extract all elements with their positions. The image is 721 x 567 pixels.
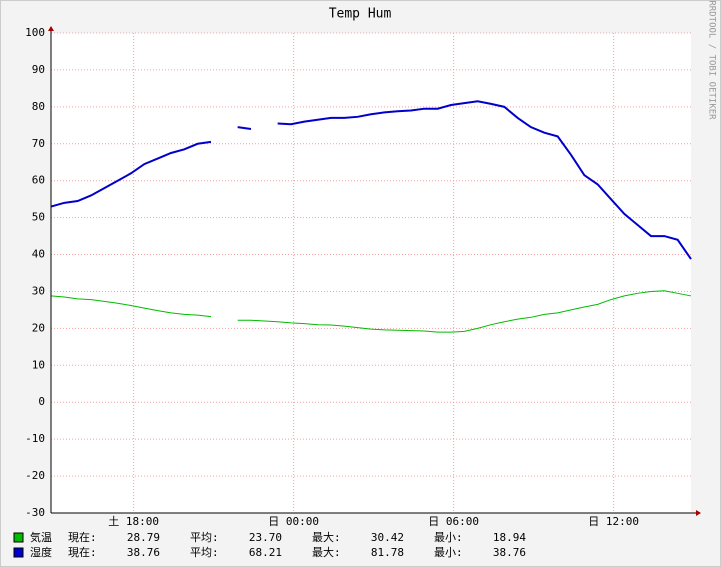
chart-title: Temp Hum xyxy=(329,7,392,22)
stat-value: 23.70 xyxy=(249,531,282,544)
y-tick-label: -20 xyxy=(25,469,45,482)
y-tick-label: 0 xyxy=(38,395,45,408)
stat-value: 38.76 xyxy=(493,546,526,559)
y-tick-label: 100 xyxy=(25,26,45,39)
lines xyxy=(50,100,692,333)
stat-value: 68.21 xyxy=(249,546,282,559)
legend-label: 気温 xyxy=(30,530,52,544)
x-tick-label: 土 18:00 xyxy=(108,515,159,528)
stat-label: 平均: xyxy=(190,531,219,544)
y-tick-label: 20 xyxy=(32,321,45,334)
stat-label: 最小: xyxy=(434,531,463,544)
stat-value: 30.42 xyxy=(371,531,404,544)
stat-label: 平均: xyxy=(190,546,219,559)
y-tick-label: -30 xyxy=(25,506,45,519)
grid xyxy=(51,32,691,514)
y-tick-label: 50 xyxy=(32,211,45,224)
watermark: RRDTOOL / TOBI OETIKER xyxy=(707,0,717,120)
legend-swatch xyxy=(13,532,24,543)
y-arrow xyxy=(48,26,54,31)
x-arrow xyxy=(696,510,701,516)
x-tick-label: 日 06:00 xyxy=(428,515,479,528)
y-tick-label: -10 xyxy=(25,432,45,445)
stat-label: 現在: xyxy=(68,531,97,544)
x-tick-label: 日 00:00 xyxy=(268,515,319,528)
y-tick-label: 60 xyxy=(32,174,45,187)
y-tick-label: 30 xyxy=(32,284,45,297)
stat-value: 38.76 xyxy=(127,546,160,559)
y-tick-label: 40 xyxy=(32,248,45,261)
stat-label: 最大: xyxy=(312,530,341,544)
x-tick-label: 日 12:00 xyxy=(588,515,639,528)
stat-label: 現在: xyxy=(68,546,97,559)
data-line xyxy=(50,290,692,333)
legend-swatch xyxy=(13,547,24,558)
legend-label: 湿度 xyxy=(30,545,52,559)
y-tick-label: 80 xyxy=(32,100,45,113)
y-tick-label: 70 xyxy=(32,137,45,150)
stat-value: 81.78 xyxy=(371,546,404,559)
plot-area xyxy=(51,33,691,513)
stat-label: 最小: xyxy=(434,546,463,559)
stat-label: 最大: xyxy=(312,545,341,559)
stat-value: 18.94 xyxy=(493,531,526,544)
stat-value: 28.79 xyxy=(127,531,160,544)
data-line xyxy=(50,100,692,260)
y-tick-label: 90 xyxy=(32,63,45,76)
y-tick-label: 10 xyxy=(32,358,45,371)
